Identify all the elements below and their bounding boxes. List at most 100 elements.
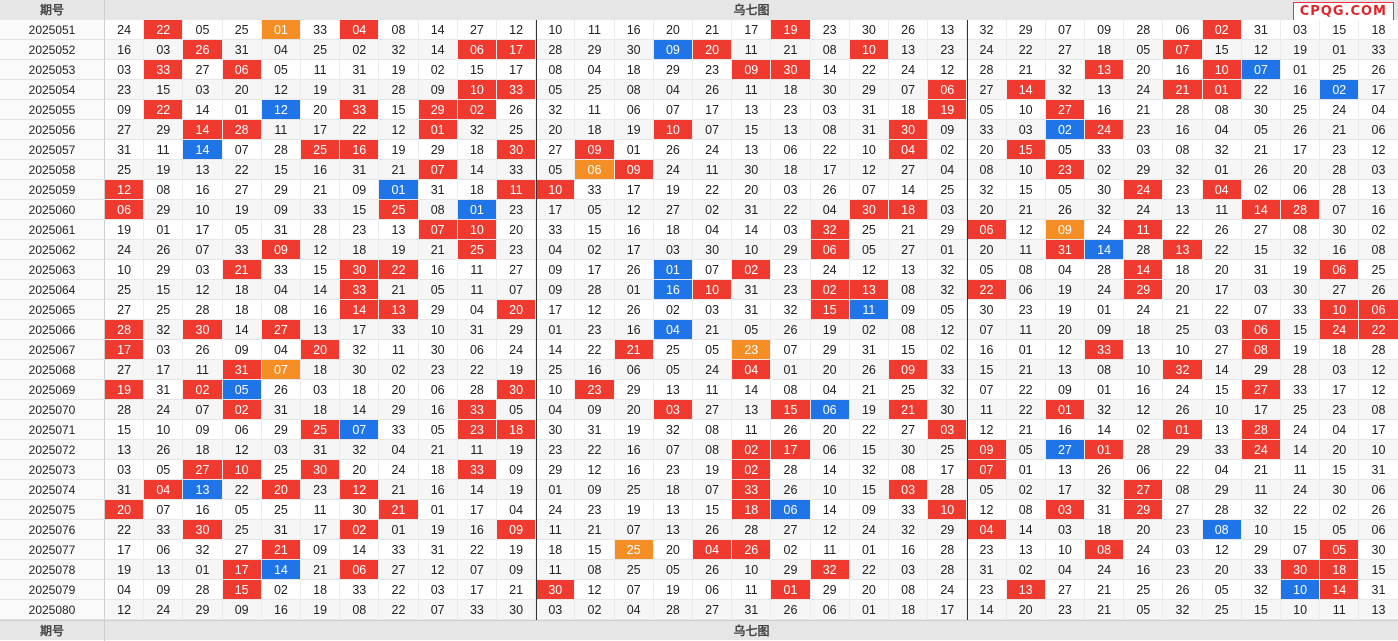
number-cell: 15: [1202, 380, 1242, 400]
number-cell: 19: [379, 240, 419, 260]
number-cell: 30: [732, 160, 772, 180]
number-cell: 13: [1006, 540, 1046, 560]
number-cell: 05: [1320, 540, 1360, 560]
number-cell: 13: [1124, 340, 1164, 360]
number-cell: 22: [379, 260, 419, 280]
number-cell: 23: [497, 200, 537, 220]
number-cell: 09: [418, 80, 458, 100]
number-cell: 23: [1320, 140, 1360, 160]
number-cell: 25: [457, 240, 497, 260]
number-cell: 23: [340, 220, 380, 240]
number-cell: 23: [967, 580, 1007, 600]
number-cell: 31: [301, 440, 341, 460]
number-cell: 32: [1241, 500, 1281, 520]
number-cell: 20: [693, 40, 733, 60]
number-cell: 20: [732, 180, 772, 200]
number-cell: 08: [1163, 480, 1203, 500]
number-cell: 04: [732, 360, 772, 380]
number-cell: 12: [614, 200, 654, 220]
number-cell: 04: [653, 80, 693, 100]
number-cell: 23: [771, 280, 811, 300]
number-cell: 26: [889, 20, 929, 40]
number-cell: 25: [105, 160, 145, 180]
number-cell: 14: [340, 540, 380, 560]
number-cell: 04: [889, 140, 929, 160]
number-cell: 23: [1320, 400, 1360, 420]
number-cell: 16: [261, 600, 301, 620]
number-cell: 05: [1241, 120, 1281, 140]
number-cell: 04: [536, 240, 576, 260]
number-cell: 26: [693, 80, 733, 100]
number-cell: 08: [1202, 100, 1242, 120]
number-cell: 05: [849, 240, 889, 260]
number-cell: 26: [732, 540, 772, 560]
number-cell: 31: [732, 280, 772, 300]
number-cell: 05: [222, 220, 262, 240]
number-cell: 09: [340, 180, 380, 200]
number-cell: 18: [575, 120, 615, 140]
number-cell: 25: [379, 200, 419, 220]
number-cell: 19: [614, 420, 654, 440]
number-cell: 02: [1320, 80, 1360, 100]
number-cell: 11: [1124, 220, 1164, 240]
number-cell: 31: [144, 380, 184, 400]
number-cell: 19: [928, 100, 968, 120]
number-cell: 13: [105, 440, 145, 460]
number-cell: 26: [771, 600, 811, 620]
number-cell: 28: [222, 120, 262, 140]
number-cell: 20: [967, 240, 1007, 260]
number-cell: 18: [301, 400, 341, 420]
number-cell: 29: [810, 580, 850, 600]
number-cell: 31: [1359, 460, 1398, 480]
number-cell: 25: [1281, 400, 1321, 420]
number-cell: 25: [1202, 600, 1242, 620]
number-cell: 01: [1085, 300, 1125, 320]
number-cell: 28: [183, 300, 223, 320]
number-cell: 32: [1085, 200, 1125, 220]
number-cell: 33: [144, 60, 184, 80]
table-row: 2025064 25 15 12 18 04 14 33 21 05 11 07 09 28 01 16 10 3…: [0, 280, 1398, 300]
number-cell: 08: [1359, 400, 1398, 420]
number-cell: 08: [340, 600, 380, 620]
number-cell: 29: [497, 320, 537, 340]
site-logo[interactable]: CPQG.COM: [1292, 2, 1394, 21]
table-footer: 期号 乌七图: [0, 620, 1398, 641]
number-cell: 01: [653, 260, 693, 280]
number-cell: 27: [1124, 480, 1164, 500]
number-cell: 33: [457, 400, 497, 420]
number-cell: 27: [693, 600, 733, 620]
period-cell: 2025072: [0, 440, 105, 460]
period-cell: 2025062: [0, 240, 105, 260]
number-cell: 18: [653, 480, 693, 500]
number-cell: 14: [340, 300, 380, 320]
number-cell: 01: [771, 580, 811, 600]
number-cell: 21: [1006, 420, 1046, 440]
number-cell: 01: [771, 360, 811, 380]
number-cell: 21: [301, 180, 341, 200]
number-cell: 17: [928, 460, 968, 480]
number-cell: 10: [457, 220, 497, 240]
number-cell: 05: [1045, 140, 1085, 160]
number-cell: 07: [261, 360, 301, 380]
number-cell: 32: [1241, 580, 1281, 600]
number-cell: 21: [849, 380, 889, 400]
number-cell: 04: [575, 60, 615, 80]
number-cell: 23: [732, 340, 772, 360]
period-cell: 2025063: [0, 260, 105, 280]
number-cell: 13: [1359, 600, 1398, 620]
number-cell: 03: [771, 180, 811, 200]
number-cell: 12: [1006, 220, 1046, 240]
table-row: 2025073 03 05 27 10 25 30 20 24 18 33 09 29 12 16 23 19 0…: [0, 460, 1398, 480]
period-cell: 2025071: [0, 420, 105, 440]
number-cell: 29: [1202, 480, 1242, 500]
number-cell: 27: [889, 420, 929, 440]
number-cell: 24: [653, 160, 693, 180]
table-row: 2025075 20 07 16 05 25 11 30 21 01 17 04 24 23 19 13 15 1…: [0, 500, 1398, 520]
number-cell: 10: [732, 240, 772, 260]
number-cell: 27: [771, 520, 811, 540]
number-cell: 13: [1045, 360, 1085, 380]
number-cell: 03: [105, 60, 145, 80]
number-cell: 29: [183, 600, 223, 620]
number-cell: 31: [261, 220, 301, 240]
number-cell: 28: [928, 540, 968, 560]
